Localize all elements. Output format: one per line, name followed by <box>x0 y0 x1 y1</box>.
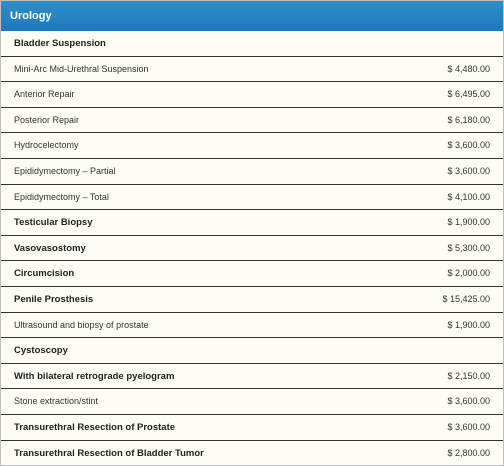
table-row: Bladder Suspension <box>1 31 503 57</box>
table-row: With bilateral retrograde pyelogram $ 2,1… <box>1 363 503 390</box>
row-price: $ 2,150.00 <box>447 370 490 381</box>
table-row: Stone extraction/stint $ 3,600.00 <box>1 389 503 415</box>
table-row: Penile Prosthesis $ 15,425.00 <box>1 286 503 313</box>
table-row: Mini-Arc Mid-Urethral Suspension $ 4,480.… <box>1 56 503 83</box>
row-price: $ 3,600.00 <box>447 396 490 407</box>
section-title: Urology <box>10 10 52 22</box>
row-label: Mini-Arc Mid-Urethral Suspension <box>14 63 149 74</box>
row-price: $ 6,180.00 <box>447 114 490 125</box>
row-label: Epididymectomy – Partial <box>14 165 116 176</box>
row-label: Transurethral Resection of Bladder Tumor <box>14 447 204 459</box>
row-price: $ 1,900.00 <box>447 319 490 330</box>
row-price: $ 1,900.00 <box>447 217 490 228</box>
table-row: Transurethral Resection of Bladder Tumor… <box>1 440 503 465</box>
row-price: $ 3,600.00 <box>447 421 490 432</box>
table-row: Hydrocelectomy $ 3,600.00 <box>1 133 503 159</box>
row-label: Bladder Suspension <box>14 38 106 49</box>
table-row: Transurethral Resection of Prostate $ 3,6… <box>1 414 503 441</box>
row-label: Hydrocelectomy <box>14 140 79 151</box>
table-row: Posterior Repair $ 6,180.00 <box>1 107 503 134</box>
table-row: Cystoscopy <box>1 338 503 364</box>
row-label: Circumcision <box>14 268 75 280</box>
row-price: $ 2,800.00 <box>447 447 490 458</box>
row-price: $ 4,100.00 <box>447 191 490 202</box>
row-price: $ 15,425.00 <box>442 293 490 304</box>
row-price: $ 2,000.00 <box>447 268 490 279</box>
row-label: Ultrasound and biopsy of prostate <box>14 319 149 330</box>
row-label: Penile Prosthesis <box>14 293 94 305</box>
row-label: Stone extraction/stint <box>14 396 99 407</box>
table-row: Anterior Repair $ 6,495.00 <box>1 82 503 108</box>
table-row: Circumcision $ 2,000.00 <box>1 261 503 287</box>
row-price: $ 4,480.00 <box>447 63 490 74</box>
row-price: $ 5,300.00 <box>447 242 490 253</box>
row-label: Transurethral Resection of Prostate <box>14 421 176 433</box>
row-label: Epididymectomy – Total <box>14 191 109 202</box>
row-label: With bilateral retrograde pyelogram <box>14 370 175 382</box>
row-label: Vasovasostomy <box>14 242 86 254</box>
table-row: Epididymectomy – Total $ 4,100.00 <box>1 184 503 211</box>
row-price: $ 6,495.00 <box>447 89 490 100</box>
row-label: Testicular Biopsy <box>14 217 93 229</box>
table-row: Ultrasound and biopsy of prostate $ 1,900… <box>1 312 503 339</box>
section-header: Urology <box>1 1 503 31</box>
table-row: Testicular Biopsy $ 1,900.00 <box>1 210 503 236</box>
row-label: Anterior Repair <box>14 89 75 100</box>
row-price: $ 3,600.00 <box>447 165 490 176</box>
row-label: Posterior Repair <box>14 114 80 125</box>
table-row: Epididymectomy – Partial $ 3,600.00 <box>1 158 503 185</box>
table-row: Vasovasostomy $ 5,300.00 <box>1 235 503 262</box>
row-price: $ 3,600.00 <box>447 140 490 151</box>
price-rows: Bladder Suspension Mini-Arc Mid-Urethral… <box>1 31 503 465</box>
row-label: Cystoscopy <box>14 345 68 357</box>
